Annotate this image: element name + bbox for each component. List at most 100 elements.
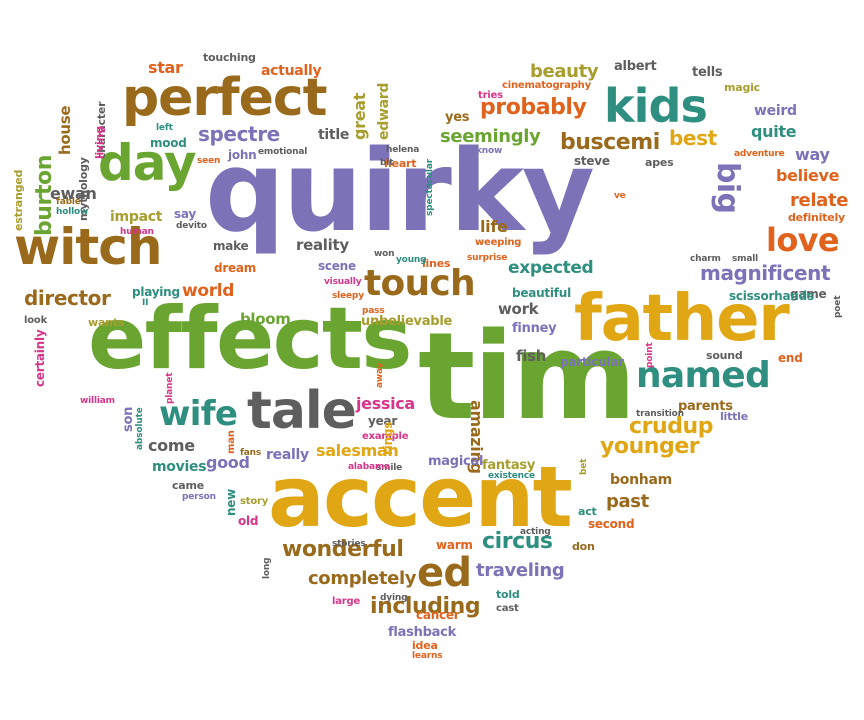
word-touch: touch bbox=[364, 263, 476, 304]
word-mood: mood bbox=[150, 136, 187, 150]
word-away: away bbox=[375, 362, 385, 389]
word-younger: younger bbox=[600, 434, 700, 459]
word-crudup: crudup bbox=[629, 414, 714, 439]
word-parents: parents bbox=[678, 399, 733, 414]
word-point: point bbox=[645, 342, 655, 368]
word-spectacular: spectacular bbox=[425, 159, 435, 217]
word-william: william bbox=[80, 396, 115, 406]
word-little: little bbox=[720, 410, 748, 423]
word-emotional: emotional bbox=[258, 147, 308, 157]
word-dream: dream bbox=[214, 261, 257, 275]
word-cast: cast bbox=[496, 603, 519, 614]
word-buscemi: buscemi bbox=[560, 130, 660, 155]
word-seemingly: seemingly bbox=[440, 126, 541, 147]
word-edward: edward bbox=[376, 82, 392, 141]
word-touching: touching bbox=[203, 51, 256, 64]
word-cinematography: cinematography bbox=[502, 80, 591, 91]
word-look: look bbox=[24, 315, 48, 326]
word-sound: sound bbox=[706, 349, 743, 362]
word-end: end bbox=[778, 351, 803, 365]
word-wonderful: wonderful bbox=[282, 537, 404, 562]
word-ve: ve bbox=[614, 191, 626, 201]
word-past: past bbox=[606, 491, 649, 512]
word-circus: circus bbox=[482, 529, 553, 554]
word-effects: effects bbox=[88, 289, 412, 389]
word-believe: believe bbox=[776, 166, 840, 185]
word-wants: wants bbox=[88, 316, 125, 329]
word-director: director bbox=[24, 286, 111, 310]
word-bit: bit bbox=[380, 158, 394, 168]
word-stories: stories bbox=[332, 539, 366, 549]
word-act: act bbox=[578, 505, 597, 518]
word-expected: expected bbox=[508, 258, 594, 278]
word-relate: relate bbox=[790, 190, 849, 211]
word-steve: steve bbox=[574, 154, 610, 168]
word-dying: dying bbox=[380, 593, 408, 603]
word-know: know bbox=[476, 146, 503, 156]
word-alabama: alabama bbox=[348, 462, 390, 472]
word-traveling: traveling bbox=[476, 560, 565, 581]
word-old: old bbox=[238, 514, 259, 528]
word-bet: bet bbox=[579, 458, 589, 475]
word-work: work bbox=[498, 300, 539, 318]
word-albert: albert bbox=[614, 59, 657, 74]
word-poet: poet bbox=[833, 296, 843, 319]
word-new: new bbox=[224, 489, 238, 517]
word-idea: idea bbox=[412, 639, 438, 652]
word-cancer: cancer bbox=[416, 608, 460, 622]
word-scissorhands: scissorhands bbox=[729, 289, 814, 303]
word-sleepy: sleepy bbox=[332, 291, 364, 301]
word-story: story bbox=[240, 496, 269, 507]
word-impact: impact bbox=[110, 209, 163, 225]
word-accent: accent bbox=[268, 448, 573, 546]
word-reality: reality bbox=[296, 236, 349, 254]
word-helena: helena bbox=[386, 145, 420, 155]
word-completely: completely bbox=[308, 568, 417, 589]
word-witch: witch bbox=[14, 218, 162, 276]
word-bloom: bloom bbox=[240, 310, 291, 328]
word-weird: weird bbox=[754, 103, 797, 119]
word-world: world bbox=[182, 281, 235, 301]
word-day: day bbox=[98, 134, 197, 192]
word-don: don bbox=[572, 540, 595, 553]
word-small: small bbox=[732, 254, 759, 264]
word-ed: ed bbox=[417, 550, 472, 596]
word-unbelievable: unbelievable bbox=[361, 314, 453, 329]
word-tells: tells bbox=[692, 65, 723, 80]
word-lines: lines bbox=[422, 257, 451, 270]
word-magnificent: magnificent bbox=[700, 261, 831, 285]
word-acting: acting bbox=[520, 527, 551, 537]
word-yes: yes bbox=[445, 110, 470, 125]
word-john: john bbox=[228, 148, 257, 162]
word-star: star bbox=[148, 58, 183, 77]
word-told: told bbox=[496, 588, 520, 601]
word-particular: particular bbox=[560, 355, 624, 369]
word-absolute: absolute bbox=[135, 407, 145, 450]
word-tale: tale bbox=[247, 381, 357, 441]
word-tim: tim bbox=[418, 308, 637, 447]
word-father: father bbox=[574, 282, 790, 356]
word-existence: existence bbox=[488, 471, 535, 481]
word-game: game bbox=[790, 287, 827, 301]
word-learns: learns bbox=[412, 651, 443, 661]
word-weeping: weeping bbox=[475, 237, 522, 248]
word-way: way bbox=[795, 145, 830, 164]
word-perfect: perfect bbox=[122, 68, 327, 128]
word-fable: fable bbox=[56, 197, 81, 207]
word-come: come bbox=[148, 436, 195, 455]
word-visually: visually bbox=[324, 277, 362, 287]
word-beauty: beauty bbox=[530, 61, 599, 82]
word-man: man bbox=[226, 429, 237, 454]
word-fish: fish bbox=[516, 347, 547, 365]
word-young: young bbox=[396, 255, 427, 265]
word-really: really bbox=[266, 447, 309, 463]
word-surprise: surprise bbox=[467, 253, 508, 263]
word-definitely: definitely bbox=[788, 211, 845, 224]
word-apes: apes bbox=[645, 156, 674, 169]
word-rings: rings bbox=[381, 422, 395, 456]
word-adventure: adventure bbox=[734, 149, 785, 159]
word-flashback: flashback bbox=[388, 625, 456, 640]
word-human: human bbox=[120, 227, 154, 237]
word-movies: movies bbox=[152, 459, 207, 475]
